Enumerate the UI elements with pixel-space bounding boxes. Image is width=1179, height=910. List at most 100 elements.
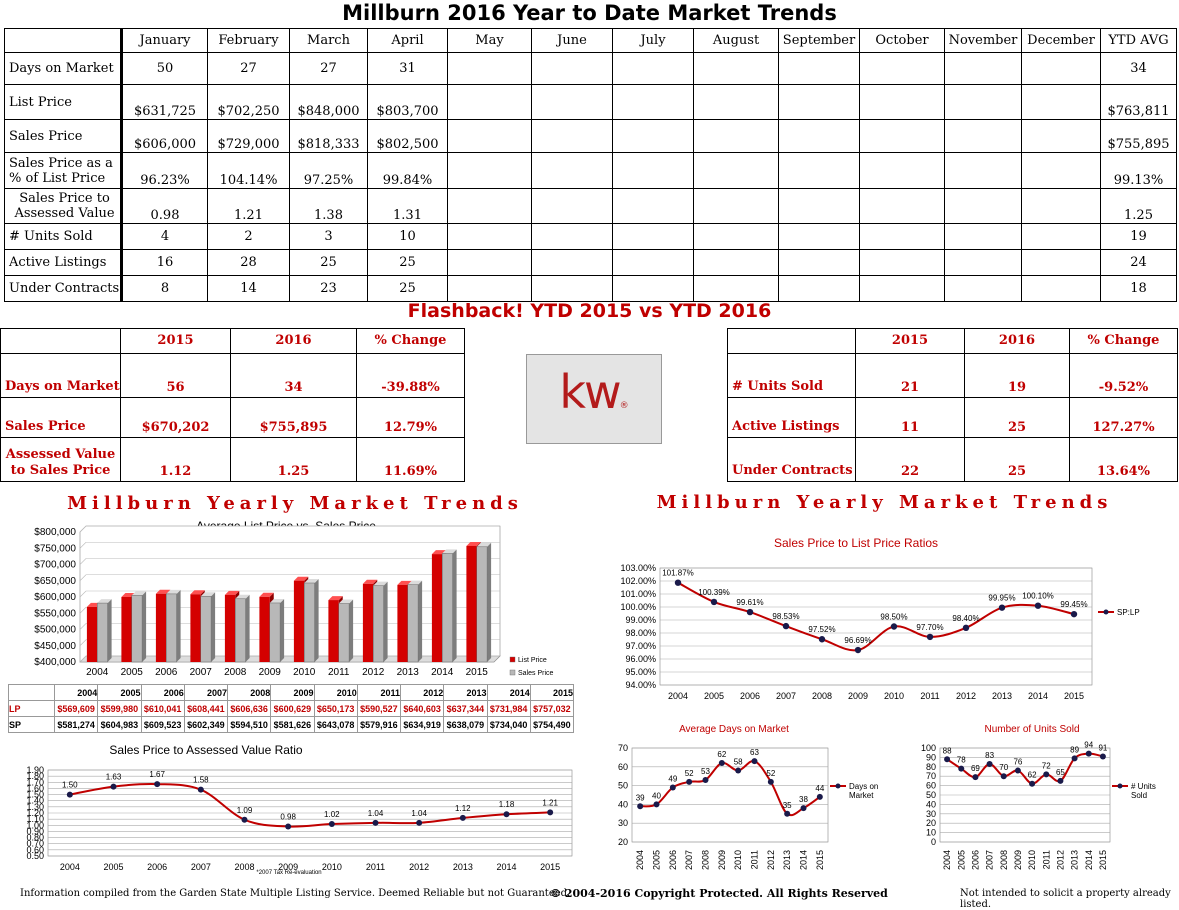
data-label: 35 <box>783 801 792 810</box>
dt-cell: $569,609 <box>53 700 99 717</box>
data-point-2006 <box>669 784 676 791</box>
col-header: March <box>289 28 368 53</box>
x-tick-label: 2013 <box>397 667 420 678</box>
data-label: 58 <box>734 758 743 767</box>
gridline-side <box>79 639 87 646</box>
cell <box>447 84 532 120</box>
col-header: June <box>531 28 613 53</box>
data-label: 69 <box>971 764 980 773</box>
bar-side <box>314 578 319 662</box>
dt-cell: $599,980 <box>97 700 142 717</box>
gridline-side <box>79 558 87 565</box>
x-tick-label: 2015 <box>815 850 825 870</box>
data-label: 89 <box>1070 745 1079 754</box>
bar-sales-2010 <box>304 582 315 663</box>
footer-right: Not intended to solicit a property alrea… <box>960 888 1171 910</box>
x-tick-label: 2006 <box>147 862 167 872</box>
fb-cell-v2016: $755,895 <box>230 397 357 438</box>
cell <box>612 188 694 224</box>
cell <box>859 52 945 85</box>
cell: 99.84% <box>367 152 448 189</box>
x-tick-label: 2014 <box>799 850 809 870</box>
legend-marker <box>1103 609 1109 615</box>
y-tick-label: 1.80 <box>26 771 44 781</box>
col-header: November <box>944 28 1022 53</box>
bar-top <box>190 590 205 595</box>
dt-cell: $608,441 <box>183 700 229 717</box>
data-label: 63 <box>750 748 759 757</box>
data-point-2011 <box>372 819 379 826</box>
y-tick-label: 30 <box>926 809 936 819</box>
fb-cell-v2016: 19 <box>964 353 1070 398</box>
fb-cell-change: 13.64% <box>1069 437 1178 482</box>
data-label: 52 <box>766 769 775 778</box>
ytd-avg-cell: 19 <box>1100 223 1177 250</box>
cell <box>447 275 532 302</box>
bar-list-2007 <box>190 594 201 662</box>
bar-side <box>452 549 457 662</box>
dt-cell: $581,626 <box>270 716 315 733</box>
y-tick-label: 1.50 <box>26 790 44 800</box>
y-tick-label: 1.60 <box>26 783 44 793</box>
y-tick-label: 1.30 <box>26 802 44 812</box>
y-tick-label: 0 <box>931 837 936 847</box>
y-tick-label: 90 <box>926 752 936 762</box>
data-point-2004 <box>944 756 951 763</box>
col-header: December <box>1021 28 1101 53</box>
data-point-2008 <box>702 776 709 783</box>
bar-top <box>362 579 378 584</box>
y-tick-label: 20 <box>618 837 628 847</box>
dt-year: 2010 <box>313 684 358 701</box>
bar-list-2004 <box>86 606 98 662</box>
x-tick-label: 2015 <box>1098 850 1108 870</box>
y-tick-label: 1.00 <box>26 820 44 830</box>
dt-cell: $602,349 <box>183 716 229 733</box>
row-label: Sales Price as a % of List Price <box>4 152 123 189</box>
bar-top <box>224 590 240 595</box>
data-label: 94 <box>1084 741 1093 750</box>
y-tick-label: 0.80 <box>26 833 44 843</box>
legend-marker <box>835 783 841 789</box>
dt-corner <box>8 684 55 701</box>
x-tick-label: 2012 <box>766 850 776 870</box>
row-label: Days on Market <box>4 52 123 85</box>
col-header: October <box>859 28 945 53</box>
data-label: 0.98 <box>280 813 296 822</box>
y-tick-label: 40 <box>618 799 628 809</box>
cell <box>859 119 945 153</box>
cell <box>778 152 860 189</box>
x-tick-label: 2007 <box>684 850 694 870</box>
gridline-side <box>79 623 87 630</box>
y-tick-label: 60 <box>926 781 936 791</box>
bar-side <box>107 599 112 662</box>
units-sold-chart: Number of Units Sold01020304050607080901… <box>921 724 1156 870</box>
y-tick-label: $750,000 <box>34 543 76 554</box>
fb-cell-v2016: 34 <box>230 353 357 398</box>
cell <box>447 152 532 189</box>
data-point-2014 <box>1085 750 1092 757</box>
dt-cell: $640,603 <box>399 700 445 717</box>
cell: $729,000 <box>207 119 290 153</box>
y-tick-label: $500,000 <box>34 625 76 636</box>
dt-year: 2008 <box>226 684 272 701</box>
x-tick-label: 2004 <box>942 850 952 870</box>
bar-side <box>211 592 216 662</box>
cell <box>1021 152 1101 189</box>
data-label: 76 <box>1013 758 1022 767</box>
bar-top <box>338 599 354 604</box>
data-point-2014 <box>503 811 510 818</box>
cell <box>778 249 860 276</box>
bar-chart-panel: Average List Price vs. Sales Price$400,0… <box>6 516 576 684</box>
data-point-2010 <box>328 821 335 828</box>
data-point-2012 <box>962 624 970 631</box>
bar-top <box>397 580 412 585</box>
section-left-title: Millburn Yearly Market Trends <box>67 493 523 514</box>
x-tick-label: 2008 <box>999 850 1009 870</box>
x-tick-label: 2014 <box>496 862 516 872</box>
data-point-2015 <box>816 793 823 800</box>
data-label: 101.87% <box>662 569 694 578</box>
x-tick-label: 2009 <box>259 667 282 678</box>
row-label: Active Listings <box>4 249 123 276</box>
x-tick-label: 2005 <box>956 850 966 870</box>
data-label: 96.69% <box>844 636 871 645</box>
